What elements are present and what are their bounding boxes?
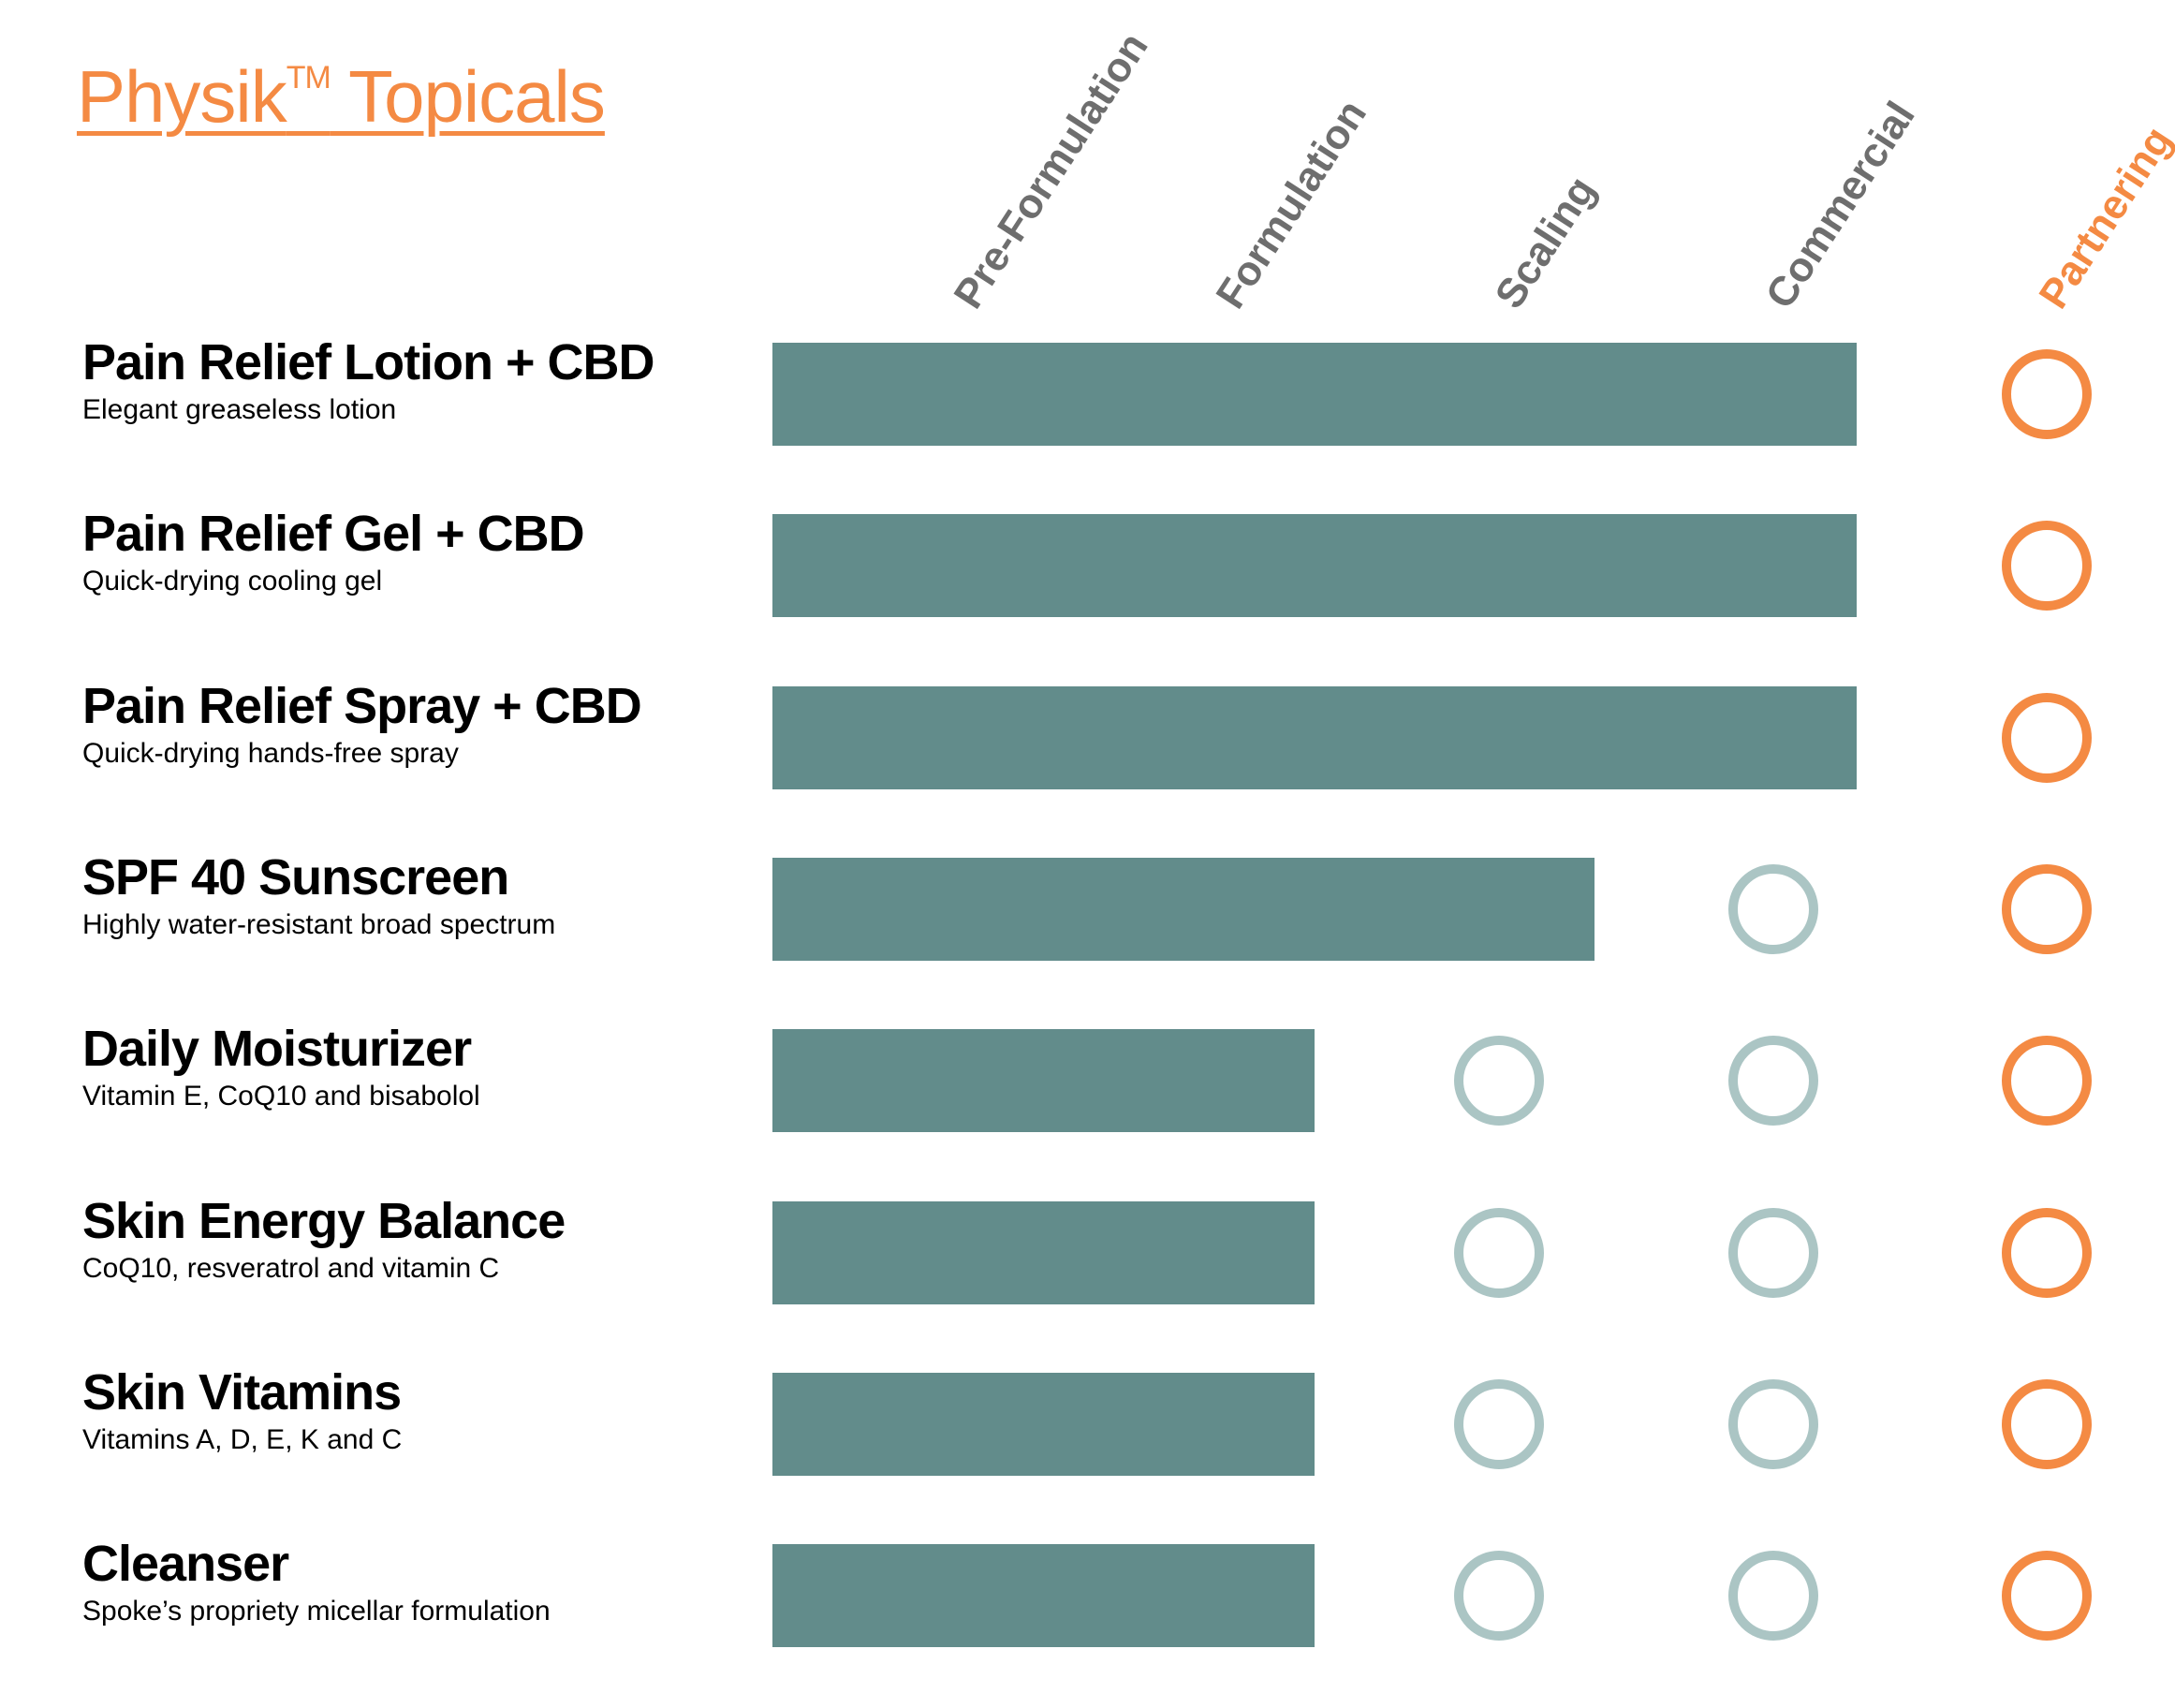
title-text: Physik	[77, 55, 287, 138]
product-name: Skin Energy Balance	[82, 1192, 566, 1249]
product-name: Cleanser	[82, 1536, 289, 1593]
product-description: Quick-drying hands-free spray	[82, 737, 459, 769]
stage-header-commercial: Commercial	[1756, 94, 1924, 317]
progress-bar	[772, 1372, 1315, 1476]
progress-bar	[772, 514, 1857, 618]
pending-stage-circle	[2002, 1207, 2092, 1298]
product-description: Highly water-resistant broad spectrum	[82, 908, 556, 940]
stage-header-formulation: Formulation	[1207, 92, 1376, 317]
progress-bar	[772, 685, 1857, 789]
pending-stage-circle	[1728, 1551, 1818, 1642]
product-name: Pain Relief Spray + CBD	[82, 677, 642, 734]
pending-stage-circle	[1454, 1378, 1544, 1469]
product-description: Spoke’s propriety micellar formulation	[82, 1596, 551, 1627]
pending-stage-circle	[2002, 692, 2092, 783]
product-description: CoQ10, resveratrol and vitamin C	[82, 1252, 500, 1284]
pending-stage-circle	[1728, 863, 1818, 954]
stage-header-pre-formulation: Pre-Formulation	[945, 24, 1157, 317]
pending-stage-circle	[1728, 1036, 1818, 1126]
product-name: Pain Relief Gel + CBD	[82, 506, 585, 563]
progress-bar	[772, 1200, 1315, 1304]
pending-stage-circle	[2002, 863, 2092, 954]
title-text-2: Topicals	[330, 55, 606, 138]
pending-stage-circle	[1454, 1207, 1544, 1298]
pending-stage-circle	[1728, 1378, 1818, 1469]
product-name: Skin Vitamins	[82, 1363, 402, 1421]
product-description: Elegant greaseless lotion	[82, 394, 397, 425]
pending-stage-circle	[2002, 1036, 2092, 1126]
pending-stage-circle	[2002, 521, 2092, 611]
product-name: Daily Moisturizer	[82, 1021, 472, 1078]
pending-stage-circle	[1454, 1036, 1544, 1126]
progress-bar	[772, 1029, 1315, 1133]
stage-header-scaling: Scaling	[1486, 169, 1605, 317]
pending-stage-circle	[2002, 349, 2092, 439]
product-description: Quick-drying cooling gel	[82, 566, 383, 597]
progress-bar	[772, 857, 1595, 961]
pending-stage-circle	[2002, 1378, 2092, 1469]
product-name: Pain Relief Lotion + CBD	[82, 334, 655, 390]
product-description: Vitamins A, D, E, K and C	[82, 1423, 403, 1455]
stage-header-partnering: Partnering	[2030, 118, 2175, 317]
progress-bar	[772, 1544, 1315, 1648]
trademark-symbol: TM	[286, 60, 331, 96]
pending-stage-circle	[1728, 1207, 1818, 1298]
pending-stage-circle	[2002, 1551, 2092, 1642]
pending-stage-circle	[1454, 1551, 1544, 1642]
progress-bar	[772, 343, 1857, 446]
product-name: SPF 40 Sunscreen	[82, 848, 509, 906]
page-title[interactable]: PhysikTM Topicals	[77, 54, 606, 140]
product-description: Vitamin E, CoQ10 and bisabolol	[82, 1081, 480, 1112]
